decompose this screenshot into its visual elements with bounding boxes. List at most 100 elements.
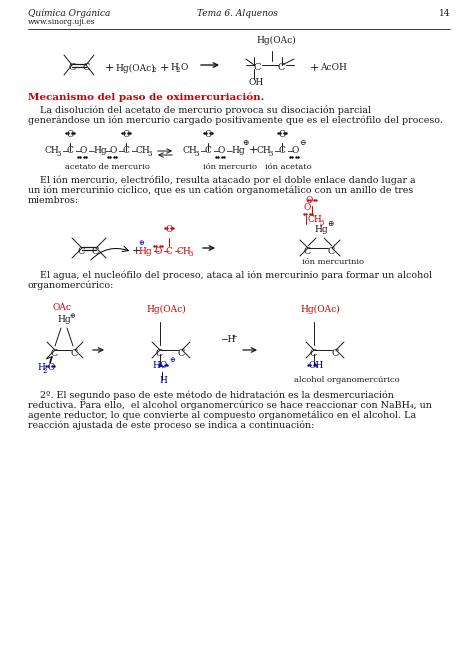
Text: H: H: [152, 361, 160, 370]
Text: 3: 3: [320, 219, 324, 227]
Text: Hg(OAc): Hg(OAc): [256, 36, 296, 45]
Text: O: O: [110, 146, 118, 155]
Text: OH: OH: [249, 78, 264, 87]
Text: ⊕: ⊕: [69, 312, 75, 320]
Text: O: O: [155, 247, 163, 255]
Text: C: C: [67, 146, 74, 155]
Text: H: H: [170, 64, 178, 72]
Text: miembros:: miembros:: [28, 196, 79, 205]
Text: −: −: [152, 247, 159, 255]
Text: acetato de mercurio: acetato de mercurio: [65, 163, 150, 171]
Text: C: C: [123, 146, 130, 155]
Text: 2: 2: [176, 66, 181, 74]
Text: 3: 3: [189, 250, 193, 258]
Text: 3: 3: [57, 150, 61, 158]
Text: C: C: [254, 64, 261, 72]
Text: C: C: [279, 146, 286, 155]
Text: H: H: [37, 363, 45, 372]
Text: Hg: Hg: [231, 146, 245, 155]
Text: C: C: [83, 64, 91, 72]
Text: +: +: [310, 63, 319, 73]
Text: O: O: [279, 130, 286, 139]
Text: www.sinorg.uji.es: www.sinorg.uji.es: [28, 18, 96, 26]
Text: +: +: [160, 63, 169, 73]
Text: organomercúrico:: organomercúrico:: [28, 281, 114, 290]
Text: C: C: [178, 348, 185, 358]
Text: OAc: OAc: [53, 303, 72, 312]
Text: 14: 14: [438, 9, 450, 18]
Text: Mecanismo del paso de oximercuriación.: Mecanismo del paso de oximercuriación.: [28, 92, 264, 102]
Text: El agua, el nucleófilo del proceso, ataca al ión mercurinio para formar un alcoh: El agua, el nucleófilo del proceso, atac…: [28, 271, 432, 280]
Text: 2º. El segundo paso de este método de hidratación es la desmercuriación: 2º. El segundo paso de este método de hi…: [28, 391, 394, 400]
Text: O: O: [218, 146, 225, 155]
Text: −: −: [162, 247, 170, 255]
Text: ión acetato: ión acetato: [265, 163, 311, 171]
Text: C: C: [51, 348, 58, 358]
Text: un ión mercurinio cíclico, que es un catión organometálico con un anillo de tres: un ión mercurinio cíclico, que es un cat…: [28, 186, 413, 195]
Text: La disolución del acetato de mercurio provoca su disociación parcial: La disolución del acetato de mercurio pr…: [28, 105, 371, 115]
Text: C: C: [278, 64, 285, 72]
Text: C: C: [304, 247, 311, 255]
Text: ⊕: ⊕: [138, 239, 144, 247]
Text: CH: CH: [45, 146, 60, 155]
Text: Química Orgánica: Química Orgánica: [28, 9, 110, 18]
Text: −: −: [225, 146, 233, 155]
Text: alcohol organomercúrico: alcohol organomercúrico: [294, 376, 400, 384]
Text: agente reductor, lo que convierte al compuesto organometálico en el alcohol. La: agente reductor, lo que convierte al com…: [28, 411, 416, 420]
Text: −: −: [199, 146, 207, 155]
Text: CH: CH: [308, 215, 323, 224]
Text: C: C: [69, 64, 76, 72]
Text: −: −: [286, 146, 293, 155]
Text: C: C: [156, 348, 164, 358]
Text: 3: 3: [269, 150, 273, 158]
Text: Hg(OAc): Hg(OAc): [115, 64, 155, 72]
Text: ⊖: ⊖: [299, 139, 305, 147]
Text: CH: CH: [177, 247, 192, 255]
Text: CH: CH: [136, 146, 151, 155]
Text: O: O: [166, 225, 173, 234]
Text: generándose un ión mercurio cargado positivamente que es el electrófilo del proc: generándose un ión mercurio cargado posi…: [28, 115, 443, 125]
Text: CH: CH: [183, 146, 198, 155]
Text: AcOH: AcOH: [320, 64, 347, 72]
Text: O: O: [80, 146, 87, 155]
Text: O: O: [181, 64, 188, 72]
Text: C: C: [328, 247, 336, 255]
Text: C: C: [92, 247, 100, 255]
Text: Hg(OAc): Hg(OAc): [146, 305, 186, 314]
Text: O: O: [48, 363, 55, 372]
Text: O: O: [304, 203, 311, 212]
Text: OH: OH: [309, 361, 324, 370]
Text: −: −: [157, 361, 164, 370]
Text: Tema 6. Alquenos: Tema 6. Alquenos: [197, 9, 277, 18]
Text: Hg(OAc): Hg(OAc): [300, 305, 340, 314]
Text: ⊕: ⊕: [242, 139, 248, 147]
Text: ión mercurio: ión mercurio: [203, 163, 257, 171]
Text: O: O: [160, 361, 167, 370]
Text: +: +: [105, 63, 114, 73]
Text: C: C: [310, 348, 318, 358]
Text: C: C: [78, 247, 85, 255]
Text: 2: 2: [43, 367, 47, 375]
Text: reacción ajustada de este proceso se indica a continuación:: reacción ajustada de este proceso se ind…: [28, 421, 314, 430]
Text: C: C: [332, 348, 339, 358]
Text: 3: 3: [148, 150, 152, 158]
Text: El ión mercurio, electrófilo, resulta atacado por el doble enlace dando lugar a: El ión mercurio, electrófilo, resulta at…: [28, 176, 416, 185]
Text: −: −: [117, 146, 125, 155]
Text: O: O: [292, 146, 300, 155]
Text: H: H: [159, 376, 167, 385]
Text: Hg: Hg: [57, 315, 71, 324]
Text: −: −: [104, 146, 111, 155]
Text: −: −: [273, 146, 281, 155]
Text: ión mercurinio: ión mercurinio: [302, 258, 364, 266]
Text: Hg: Hg: [314, 225, 328, 234]
Text: C: C: [166, 247, 173, 255]
Text: CH: CH: [257, 146, 272, 155]
Text: +: +: [249, 145, 258, 155]
Text: −: −: [173, 247, 181, 255]
Text: +: +: [132, 246, 141, 256]
Text: O: O: [123, 130, 130, 139]
Text: −: −: [130, 146, 137, 155]
Text: O: O: [306, 196, 313, 205]
Text: −: −: [61, 146, 69, 155]
Text: C: C: [205, 146, 212, 155]
